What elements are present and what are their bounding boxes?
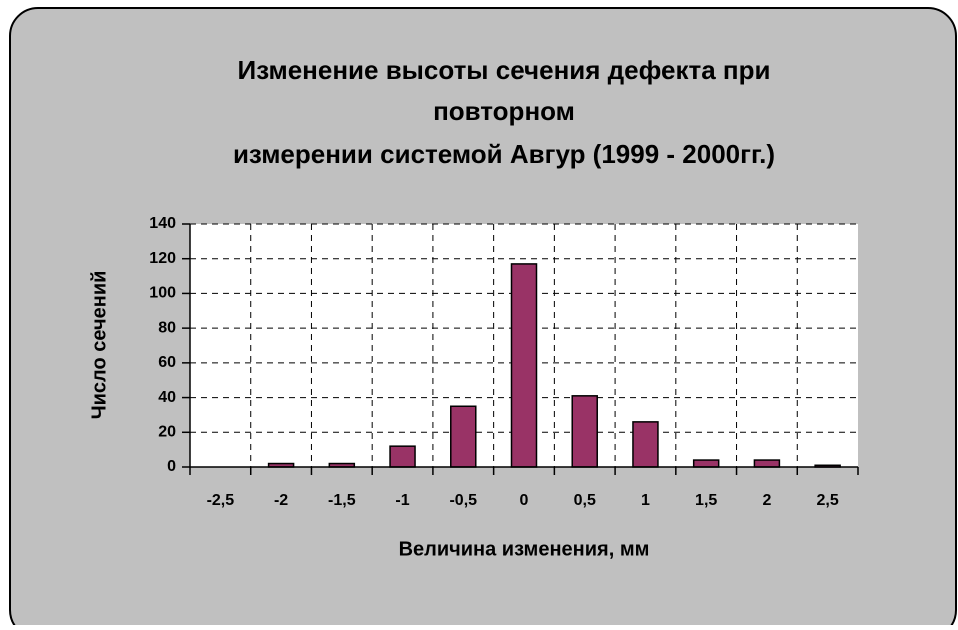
x-tick-label: -1 [395,492,409,509]
bar [753,459,781,468]
y-tick-label: 60 [158,354,176,371]
x-tick-label: -2,5 [207,492,235,509]
chart-title: повторном [433,96,575,126]
bar [450,405,477,468]
x-tick-label: 1,5 [695,492,717,509]
bar [632,421,659,468]
y-tick-label: 100 [149,285,176,302]
x-tick-label: -1,5 [328,492,356,509]
y-tick-label: 120 [149,250,176,267]
y-tick-label: 40 [158,389,176,406]
x-tick-label: -0,5 [449,492,477,509]
x-tick-label: 0,5 [574,492,596,509]
chart-title: Изменение высоты сечения дефекта при [238,55,771,85]
bar [692,459,720,468]
y-tick-label: 140 [149,215,176,232]
y-axis-label: Число сечений [88,271,110,420]
x-tick-label: 2 [762,492,771,509]
chart-title: измерении системой Авгур (1999 - 2000гг.… [233,139,775,169]
x-tick-label: 2,5 [817,492,839,509]
x-tick-label: 0 [520,492,529,509]
y-tick-label: 80 [158,319,176,336]
bar [571,395,598,468]
x-tick-label: -2 [274,492,288,509]
y-tick-label: 20 [158,424,176,441]
bar [389,445,416,468]
bar [510,263,538,468]
x-axis-label: Величина изменения, мм [399,538,650,560]
x-tick-label: 1 [641,492,650,509]
y-tick-label: 0 [167,458,176,475]
